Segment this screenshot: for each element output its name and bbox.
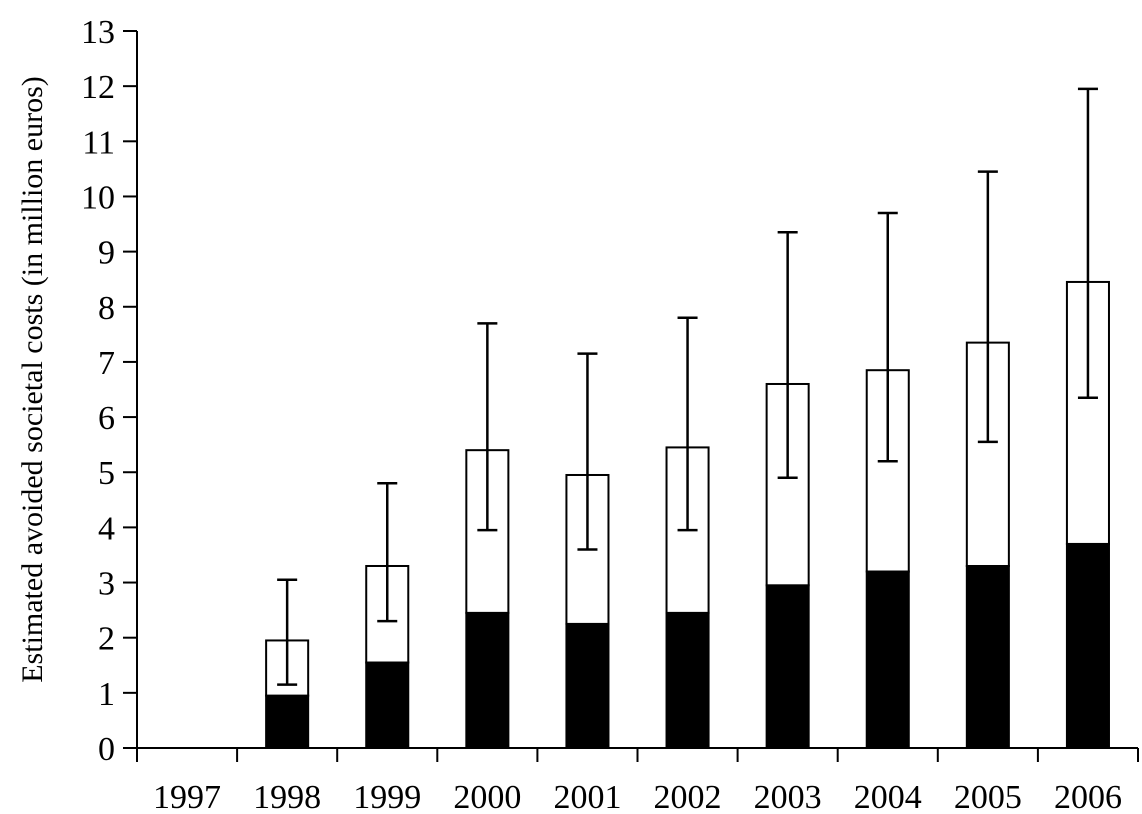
bar-segment-upper	[1065, 280, 1110, 545]
x-tick-label: 2005	[954, 779, 1022, 814]
x-tick-label: 2004	[854, 779, 922, 814]
bar-segment-lower	[565, 622, 610, 750]
y-tick-label: 5	[98, 455, 115, 492]
x-tick-label: 2003	[754, 779, 822, 814]
x-tick-label: 2000	[453, 779, 521, 814]
y-tick-label: 9	[98, 235, 115, 272]
y-tick-label: 11	[82, 124, 115, 161]
x-tick-label: 1997	[153, 779, 221, 814]
y-tick-label: 1	[98, 676, 115, 713]
x-tick-label: 2006	[1054, 779, 1122, 814]
bar-segment-lower	[665, 611, 710, 749]
y-tick-label: 12	[81, 69, 115, 106]
y-tick-label: 2	[98, 621, 115, 658]
y-tick-label: 10	[81, 179, 115, 216]
y-tick-label: 7	[98, 345, 115, 382]
bar-segment-lower	[765, 584, 810, 749]
x-tick-label: 1998	[253, 779, 321, 814]
bar-segment-lower	[365, 661, 410, 749]
x-tick-label: 2001	[553, 779, 621, 814]
y-tick-label: 0	[98, 731, 115, 768]
bar-segment-lower	[265, 694, 310, 749]
bars	[265, 280, 1110, 750]
y-tick-label: 8	[98, 290, 115, 327]
bar-segment-lower	[1065, 542, 1110, 750]
y-tick-label: 13	[81, 14, 115, 51]
y-tick-label: 3	[98, 566, 115, 603]
bar-segment-lower	[965, 564, 1010, 749]
y-tick-label: 4	[98, 510, 115, 547]
bar-segment-lower	[865, 570, 910, 749]
x-axis-ticks: 1997 1998 1999 2000 2001 2002 2003 2004 2005 2006	[136, 748, 1139, 814]
y-axis-title: Estimated avoided societal costs (in mil…	[16, 76, 49, 683]
bar-segment-lower	[465, 611, 510, 749]
y-tick-label: 6	[98, 400, 115, 437]
x-tick-label: 2002	[654, 779, 722, 814]
x-tick-label: 1999	[353, 779, 421, 814]
error-bars	[277, 87, 1098, 686]
